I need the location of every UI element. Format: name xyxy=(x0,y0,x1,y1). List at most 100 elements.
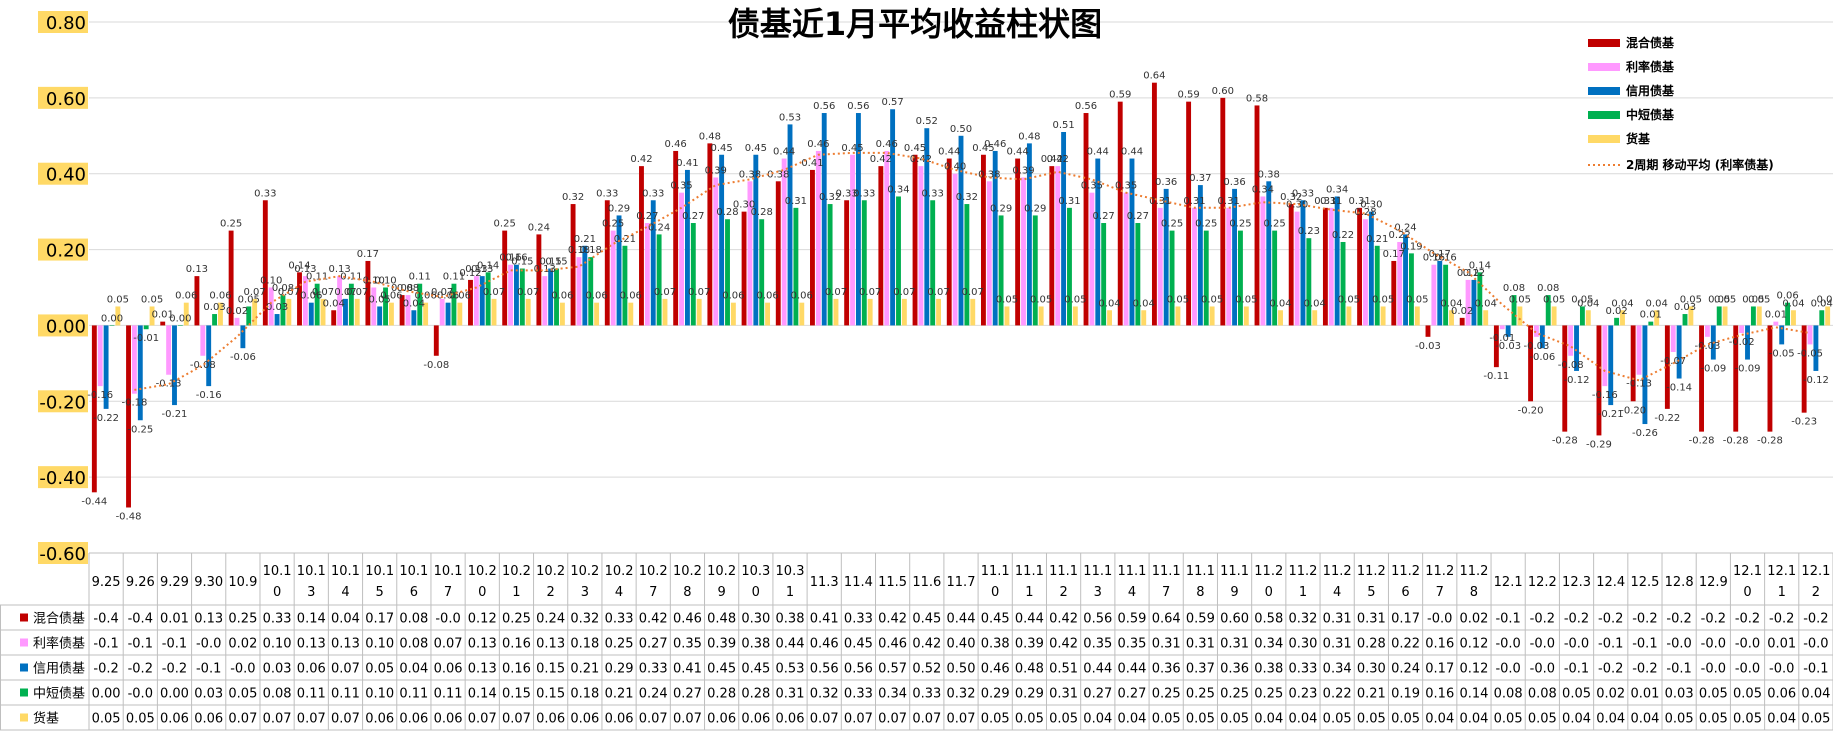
bar xyxy=(662,298,668,326)
table-cell: 0.31 xyxy=(1357,612,1386,627)
bar xyxy=(1750,306,1756,326)
data-label: 0.05 xyxy=(1406,294,1428,305)
bar xyxy=(1408,253,1414,326)
data-label: 0.38 xyxy=(767,169,789,180)
bar xyxy=(354,298,360,326)
bar xyxy=(160,321,166,326)
table-cell: 0.32 xyxy=(947,687,976,702)
bar xyxy=(1346,306,1352,326)
data-label: 0.07 xyxy=(346,287,368,298)
data-label: 0.04 xyxy=(1782,298,1804,309)
bar xyxy=(1602,325,1608,387)
legend-label: 中短债基 xyxy=(1626,107,1675,122)
bar xyxy=(1819,310,1825,326)
data-label: 0.07 xyxy=(431,287,453,298)
bar xyxy=(958,135,964,326)
data-label: 0.32 xyxy=(819,192,841,203)
bar xyxy=(377,306,383,326)
data-label: 0.08 xyxy=(397,283,419,294)
data-label: 0.60 xyxy=(1212,86,1234,97)
bar xyxy=(679,192,684,326)
table-cell: -0.1 xyxy=(1564,662,1589,677)
category-label: 10.1 xyxy=(263,564,292,579)
data-label: 0.05 xyxy=(1714,294,1736,305)
category-label: 10.2 xyxy=(536,564,565,579)
bar xyxy=(240,325,246,349)
data-label: -0.01 xyxy=(1489,333,1515,344)
bar xyxy=(320,298,326,326)
bar xyxy=(719,154,725,326)
bar xyxy=(1767,325,1773,432)
data-label: 0.42 xyxy=(1041,154,1063,165)
bar xyxy=(1471,279,1477,326)
category-label: 4 xyxy=(1128,585,1136,600)
category-label: 1 xyxy=(1299,585,1307,600)
data-label: 0.08 xyxy=(1503,283,1525,294)
data-label: 0.30 xyxy=(733,200,755,211)
table-cell: 0.39 xyxy=(1015,637,1044,652)
data-label: 0.28 xyxy=(716,207,738,218)
bar xyxy=(730,302,736,326)
bar xyxy=(1391,260,1397,326)
table-cell: -0.2 xyxy=(1632,612,1657,627)
table-cell: 0.06 xyxy=(536,712,565,727)
data-label: -0.16 xyxy=(196,390,222,401)
data-label: 0.14 xyxy=(477,260,499,271)
bar xyxy=(1425,325,1431,337)
category-label: 0 xyxy=(991,585,999,600)
category-label: 11.2 xyxy=(1391,564,1420,579)
bar xyxy=(1312,310,1318,326)
data-label: 0.14 xyxy=(288,260,310,271)
bar xyxy=(713,177,719,326)
data-label: 0.45 xyxy=(972,143,994,154)
bar xyxy=(1574,325,1579,371)
table-cell: -0.0 xyxy=(1666,637,1691,652)
data-label: 0.05 xyxy=(369,294,391,305)
data-label: 0.05 xyxy=(1030,294,1052,305)
data-label: 0.45 xyxy=(904,143,926,154)
category-label: 11.4 xyxy=(844,575,873,590)
bar xyxy=(308,302,314,326)
table-cell: 0.05 xyxy=(1733,687,1762,702)
category-label: 9.26 xyxy=(126,575,155,590)
table-cell: 0.33 xyxy=(844,687,873,702)
data-label: 0.27 xyxy=(636,211,658,222)
table-cell: 0.08 xyxy=(399,612,428,627)
table-cell: 0.28 xyxy=(707,687,736,702)
table-cell: 0.04 xyxy=(1459,712,1488,727)
data-label: 0.45 xyxy=(745,143,767,154)
table-cell: 0.56 xyxy=(810,662,839,677)
data-label: 0.31 xyxy=(1183,196,1205,207)
data-label: -0.01 xyxy=(133,333,159,344)
bar xyxy=(126,325,131,508)
data-label: 0.44 xyxy=(1006,147,1028,158)
table-cell: 0.57 xyxy=(878,662,907,677)
category-label: 3 xyxy=(307,585,315,600)
category-label: 10.2 xyxy=(639,564,668,579)
table-cell: 0.41 xyxy=(673,662,702,677)
data-label: -0.25 xyxy=(127,424,153,435)
table-cell: 0.05 xyxy=(1357,712,1386,727)
bar xyxy=(787,124,793,326)
table-cell: 0.27 xyxy=(1083,687,1112,702)
data-label: 0.07 xyxy=(312,287,334,298)
bar xyxy=(143,325,149,330)
table-cell: 0.16 xyxy=(1425,687,1454,702)
table-cell: 0.11 xyxy=(434,687,463,702)
data-label: 0.31 xyxy=(1149,196,1171,207)
bar xyxy=(194,276,200,326)
data-label: 0.07 xyxy=(688,287,710,298)
category-label: 11.2 xyxy=(1459,564,1488,579)
bar xyxy=(1141,310,1147,326)
data-label: -0.29 xyxy=(1586,439,1612,450)
legend-label: 利率债基 xyxy=(1626,59,1675,74)
data-label: 0.42 xyxy=(870,154,892,165)
data-label: 0.48 xyxy=(1018,131,1040,142)
row-label: 信用债基 xyxy=(33,662,85,677)
bar xyxy=(218,302,223,326)
bar xyxy=(684,169,690,326)
bar xyxy=(405,295,411,326)
data-label: 0.21 xyxy=(574,234,596,245)
category-label: 11.2 xyxy=(1288,564,1317,579)
table-cell: 0.44 xyxy=(1118,662,1147,677)
